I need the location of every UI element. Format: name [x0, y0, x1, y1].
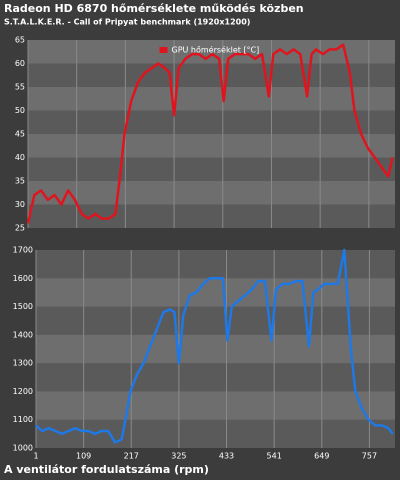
- y-tick-label: 50: [15, 106, 25, 115]
- chart-title: Radeon HD 6870 hőmérséklete működés közb…: [4, 2, 304, 15]
- y-tick-label: 30: [15, 200, 25, 209]
- y-tick-label: 1500: [13, 302, 33, 311]
- y-tick-label: 25: [15, 224, 25, 233]
- x-tick-label: 1: [33, 452, 38, 461]
- data-line: [26, 43, 394, 224]
- y-tick-label: 55: [15, 83, 25, 92]
- y-tick-label: 45: [15, 130, 25, 139]
- grid-band: [28, 40, 395, 64]
- y-tick-label: 1400: [13, 330, 33, 339]
- x-tick-label: 217: [124, 452, 139, 461]
- grid-band: [28, 181, 395, 205]
- grid-band: [36, 278, 395, 307]
- legend-swatch: [159, 47, 168, 53]
- y-tick-label: 1000: [13, 444, 33, 453]
- y-tick-label: 35: [15, 177, 25, 186]
- y-tick-label: 1600: [13, 274, 33, 283]
- data-line: [35, 248, 394, 444]
- x-tick-label: 325: [171, 452, 186, 461]
- y-tick-label: 1200: [13, 387, 33, 396]
- grid-band: [28, 87, 395, 111]
- y-tick-label: 60: [15, 59, 25, 68]
- y-tick-label: 65: [15, 36, 25, 45]
- grid-band: [28, 134, 395, 158]
- x-tick-label: 541: [267, 452, 282, 461]
- x-tick-label: 757: [362, 452, 377, 461]
- legend-label: GPU hőmérséklet [°C]: [172, 45, 260, 55]
- grid-band: [36, 391, 395, 420]
- x-tick-label: 649: [314, 452, 329, 461]
- x-tick-label: 433: [219, 452, 234, 461]
- panel-title: A ventilátor fordulatszáma (rpm): [4, 463, 209, 476]
- grid-band: [36, 334, 395, 364]
- y-tick-label: 40: [15, 153, 25, 162]
- y-tick-label: 1100: [13, 415, 33, 424]
- y-tick-label: 1300: [13, 359, 33, 368]
- x-tick-label: 109: [76, 452, 91, 461]
- y-tick-label: 1700: [13, 246, 33, 255]
- chart-subtitle: S.T.A.L.K.E.R. - Call of Pripyat benchma…: [4, 18, 250, 27]
